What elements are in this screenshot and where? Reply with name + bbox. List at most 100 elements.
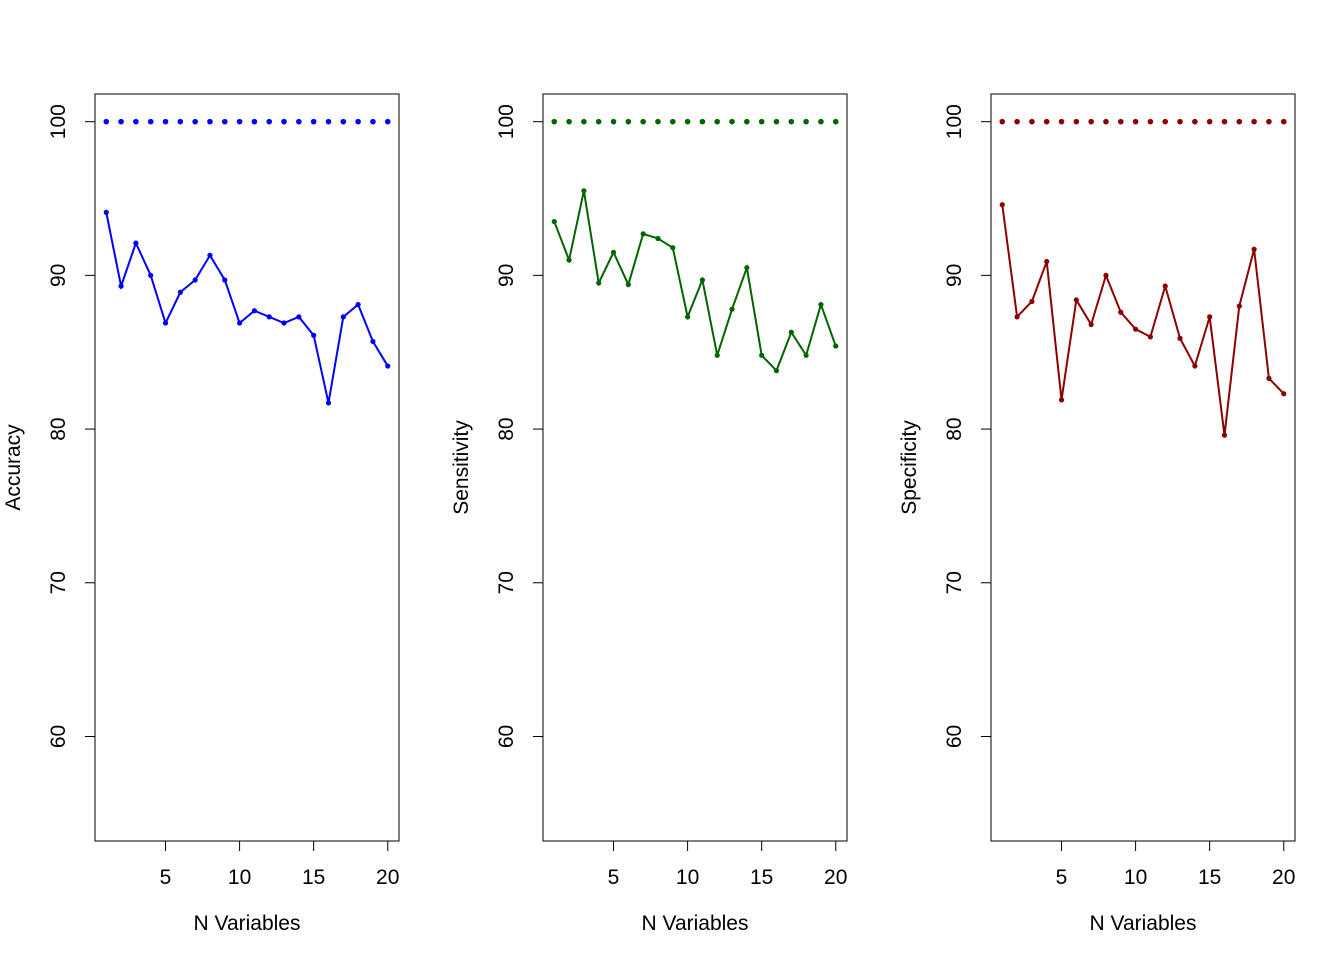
specificity-reference-point (1014, 118, 1020, 125)
specificity-y-tick-label: 70 (943, 571, 966, 594)
specificity-panel: 5 10 15 20 60 70 80 90 100 N Variables Specificity (898, 93, 1296, 935)
accuracy-data-point (177, 289, 183, 295)
accuracy-y-tick-label: 60 (47, 725, 70, 748)
accuracy-reference-point (325, 118, 332, 125)
sensitivity-x-tick-label: 15 (750, 866, 773, 889)
accuracy-data-point (133, 240, 139, 246)
specificity-reference-point (1177, 118, 1183, 125)
specificity-data-point (1236, 303, 1242, 309)
specificity-data-point (1177, 335, 1183, 341)
accuracy-x-tick-label: 20 (376, 866, 399, 889)
specificity-data-point (999, 202, 1005, 208)
accuracy-reference-point (162, 118, 169, 125)
accuracy-reference-point (370, 118, 376, 125)
accuracy-data-point (162, 320, 169, 326)
sensitivity-reference-point (773, 118, 780, 125)
sensitivity-data-point (803, 352, 809, 358)
sensitivity-reference-point (758, 118, 765, 125)
specificity-reference-point (1058, 118, 1065, 125)
sensitivity-reference-point (595, 118, 602, 125)
sensitivity-reference-point (669, 118, 676, 125)
specificity-data-point (1281, 391, 1287, 397)
accuracy-reference-point (355, 118, 361, 125)
specificity-reference-point (1280, 118, 1287, 125)
accuracy-series-line (105, 212, 389, 404)
accuracy-y-axis-title: Accuracy (2, 424, 25, 511)
specificity-data-point (1058, 397, 1065, 403)
specificity-reference-point (1103, 118, 1109, 125)
sensitivity-data-point (640, 231, 646, 237)
specificity-x-tick-label: 10 (1124, 866, 1147, 889)
accuracy-data-point (311, 332, 317, 338)
specificity-reference-point (999, 118, 1006, 125)
sensitivity-panel: 5 10 15 20 60 70 80 90 100 N Variables Sensitivity (450, 93, 848, 935)
sensitivity-x-tick-label: 20 (824, 866, 847, 889)
accuracy-data-point (236, 320, 243, 326)
sensitivity-reference-point (610, 118, 617, 125)
specificity-data-point (1118, 309, 1124, 315)
specificity-reference-point (1236, 118, 1243, 125)
sensitivity-plot-frame (542, 93, 848, 842)
sensitivity-reference-point (684, 118, 691, 125)
sensitivity-reference-point (566, 118, 572, 125)
specificity-reference-point (1029, 118, 1035, 125)
specificity-reference-point (1088, 118, 1094, 125)
accuracy-reference-point (177, 118, 184, 125)
accuracy-data-point (340, 314, 346, 320)
sensitivity-reference-point (818, 118, 824, 125)
specificity-plot-frame (990, 93, 1296, 842)
sensitivity-data-point (818, 301, 824, 308)
accuracy-data-point (118, 283, 124, 289)
accuracy-data-point (192, 277, 198, 283)
specificity-reference-point (1073, 118, 1080, 125)
sensitivity-data-point (759, 352, 765, 358)
specificity-data-point (1221, 432, 1228, 438)
accuracy-data-point (103, 209, 109, 215)
specificity-y-tick-label: 80 (943, 417, 966, 440)
accuracy-x-tick-label: 15 (302, 866, 325, 889)
accuracy-x-axis-title: N Variables (194, 912, 301, 935)
accuracy-data-point (207, 252, 213, 258)
specificity-y-tick-label: 100 (943, 104, 966, 139)
accuracy-panel: 5 10 15 20 60 70 80 90 100 N Variables Accuracy (2, 93, 400, 935)
sensitivity-x-tick-label: 10 (676, 866, 699, 889)
specificity-x-axis-title: N Variables (1090, 912, 1197, 935)
accuracy-reference-point (221, 118, 228, 125)
specificity-data-point (1044, 258, 1050, 265)
sensitivity-y-axis-title: Sensitivity (450, 420, 473, 515)
specificity-series-line (1001, 204, 1285, 436)
accuracy-reference-point (384, 118, 391, 125)
sensitivity-reference-point (788, 118, 795, 125)
specificity-data-point (1014, 314, 1020, 320)
specificity-x-tick-label: 5 (1056, 866, 1068, 889)
sensitivity-reference-point (655, 118, 661, 125)
specificity-reference-point (1132, 118, 1139, 125)
specificity-reference-point (1043, 118, 1050, 125)
accuracy-reference-point (103, 118, 110, 125)
specificity-data-point (1103, 272, 1109, 278)
sensitivity-y-tick-label: 70 (495, 571, 518, 594)
sensitivity-data-point (833, 343, 839, 349)
specificity-y-axis-title: Specificity (898, 420, 921, 515)
sensitivity-data-point (684, 314, 691, 320)
specificity-reference-point (1206, 118, 1213, 125)
sensitivity-reference-point (640, 118, 646, 125)
accuracy-reference-point (340, 118, 347, 125)
specificity-reference-point (1266, 118, 1272, 125)
specificity-data-point (1132, 326, 1139, 332)
specificity-reference-point (1162, 118, 1169, 125)
sensitivity-reference-point (744, 118, 750, 125)
accuracy-data-point (385, 363, 391, 369)
sensitivity-reference-point (699, 118, 706, 125)
accuracy-y-tick-label: 70 (47, 571, 70, 594)
specificity-data-point (1162, 283, 1168, 289)
specificity-data-point (1192, 363, 1198, 369)
sensitivity-data-point (729, 306, 735, 312)
sensitivity-y-tick-label: 60 (495, 725, 518, 748)
accuracy-x-tick-label: 10 (228, 866, 251, 889)
accuracy-reference-point (147, 118, 154, 125)
sensitivity-y-tick-label: 80 (495, 417, 518, 440)
sensitivity-x-tick-label: 5 (608, 866, 620, 889)
accuracy-reference-point (296, 118, 302, 125)
specificity-reference-point (1147, 118, 1154, 125)
